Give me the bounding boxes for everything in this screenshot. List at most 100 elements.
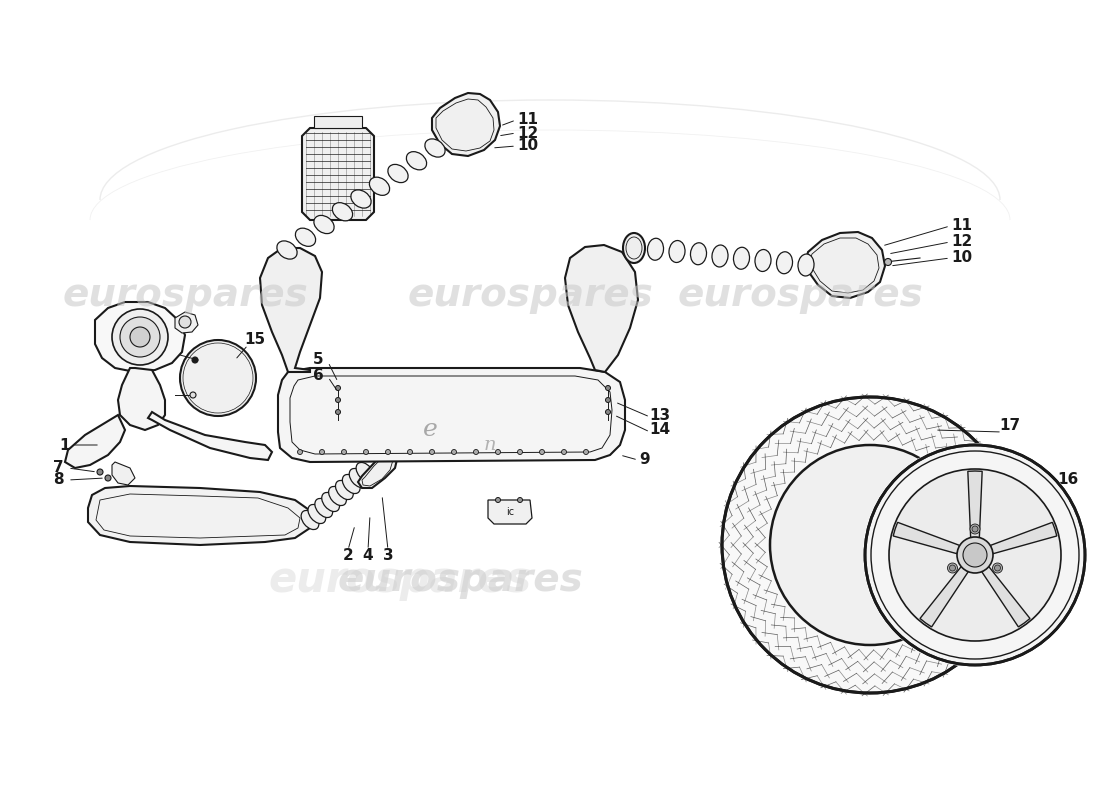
Polygon shape [302,128,374,220]
Text: 11: 11 [517,113,539,127]
Polygon shape [314,116,362,128]
Circle shape [336,398,341,402]
Ellipse shape [296,228,316,246]
Circle shape [992,563,1002,573]
Circle shape [865,445,1085,665]
Circle shape [192,357,198,363]
Text: 11: 11 [952,218,972,234]
Text: 12: 12 [952,234,972,250]
Circle shape [112,309,168,365]
Polygon shape [565,245,638,372]
Circle shape [120,317,160,357]
Polygon shape [278,368,625,462]
Polygon shape [968,471,982,538]
Text: 5: 5 [312,353,323,367]
Circle shape [994,565,1001,571]
Circle shape [341,450,346,454]
Text: n: n [484,436,496,454]
Polygon shape [806,232,886,298]
Circle shape [605,410,610,414]
Circle shape [583,450,588,454]
Text: 6: 6 [312,367,323,382]
Ellipse shape [214,357,222,373]
Circle shape [605,386,610,390]
Ellipse shape [350,469,367,487]
Polygon shape [981,566,1030,627]
Circle shape [947,563,957,573]
Text: 10: 10 [952,250,972,266]
Circle shape [517,450,522,454]
Polygon shape [65,415,125,468]
Ellipse shape [314,215,334,234]
Circle shape [319,450,324,454]
Ellipse shape [214,378,222,392]
Circle shape [864,443,1087,667]
Circle shape [179,316,191,328]
Ellipse shape [315,498,332,518]
Circle shape [495,498,500,502]
Polygon shape [990,522,1057,554]
Circle shape [379,184,388,192]
Circle shape [770,445,970,645]
Ellipse shape [356,462,374,482]
Polygon shape [432,93,500,156]
Circle shape [972,526,978,532]
Polygon shape [118,368,165,430]
Circle shape [407,450,412,454]
Polygon shape [488,500,532,524]
Text: 10: 10 [517,138,539,154]
Polygon shape [358,448,398,488]
Text: 7: 7 [53,461,64,475]
Ellipse shape [329,486,346,506]
Circle shape [104,475,111,481]
Circle shape [336,386,341,390]
Text: 3: 3 [383,547,394,562]
Text: 17: 17 [1000,418,1021,433]
Circle shape [363,450,368,454]
Circle shape [190,392,196,398]
Ellipse shape [734,247,749,270]
Circle shape [473,450,478,454]
Circle shape [336,410,341,414]
Ellipse shape [308,505,326,523]
Ellipse shape [342,474,360,494]
Ellipse shape [406,152,427,170]
Text: e: e [422,418,438,442]
Text: 14: 14 [649,422,671,438]
Circle shape [130,327,150,347]
Text: 9: 9 [640,453,650,467]
Text: 15: 15 [244,333,265,347]
Ellipse shape [277,241,297,259]
Ellipse shape [798,254,814,276]
Ellipse shape [214,368,222,382]
Text: 1: 1 [59,438,70,453]
Text: eurospares: eurospares [678,276,923,314]
Circle shape [451,450,456,454]
Polygon shape [175,312,198,333]
Ellipse shape [623,233,645,263]
Circle shape [884,258,891,266]
Circle shape [722,397,1018,693]
Circle shape [180,340,256,416]
Circle shape [539,450,544,454]
Text: 8: 8 [53,473,64,487]
Ellipse shape [777,252,792,274]
Polygon shape [88,486,312,545]
Text: ic: ic [506,507,514,517]
Text: eurospares: eurospares [337,561,583,599]
Ellipse shape [691,242,706,265]
Circle shape [495,450,500,454]
Ellipse shape [648,238,663,260]
Circle shape [517,498,522,502]
Ellipse shape [336,481,353,499]
Ellipse shape [626,236,642,258]
Text: 16: 16 [1057,473,1079,487]
Circle shape [970,524,980,534]
Ellipse shape [370,177,389,195]
Text: 4: 4 [363,547,373,562]
Polygon shape [112,462,135,485]
Polygon shape [260,248,322,372]
Text: 2: 2 [342,547,353,562]
Ellipse shape [351,190,371,208]
Polygon shape [148,412,272,460]
